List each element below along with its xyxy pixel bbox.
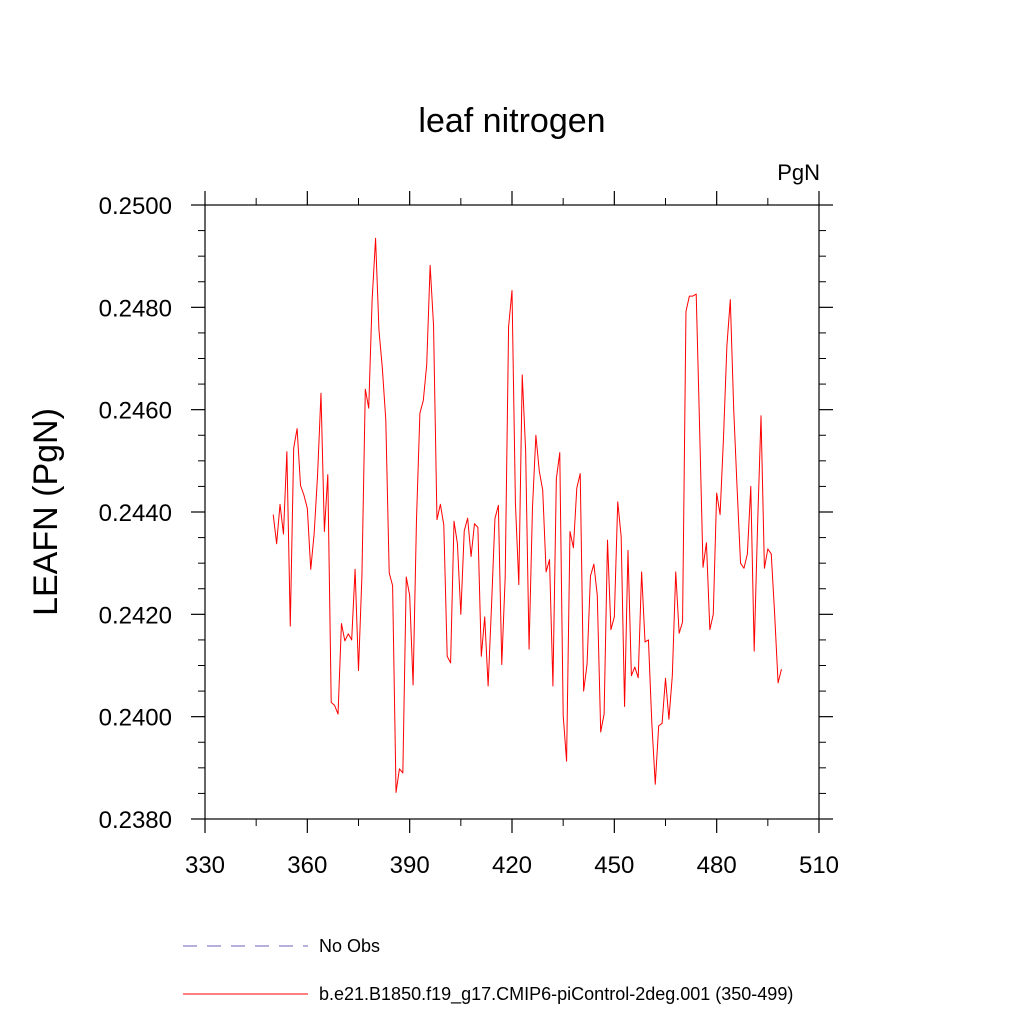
y-tick-label: 0.2380 (99, 807, 172, 834)
x-tick-label: 510 (799, 852, 839, 879)
series-line (272, 237, 782, 793)
y-tick-label: 0.2400 (99, 705, 172, 732)
units-label: PgN (777, 160, 820, 185)
y-tick-label: 0.2480 (99, 295, 172, 322)
x-tick-label: 420 (492, 852, 532, 879)
y-tick-label: 0.2420 (99, 602, 172, 629)
chart-title: leaf nitrogen (418, 102, 605, 140)
y-tick-label: 0.2500 (99, 193, 172, 220)
x-tick-label: 480 (697, 852, 737, 879)
y-tick-label: 0.2460 (99, 398, 172, 425)
y-axis-label: LEAFN (PgN) (27, 408, 65, 616)
y-tick-label: 0.2440 (99, 500, 172, 527)
legend-label: b.e21.B1850.f19_g17.CMIP6-piControl-2deg… (319, 984, 793, 1005)
x-tick-label: 330 (185, 852, 225, 879)
x-tick-label: 390 (390, 852, 430, 879)
x-tick-label: 450 (594, 852, 634, 879)
legend-label: No Obs (319, 936, 380, 956)
x-tick-label: 360 (287, 852, 327, 879)
